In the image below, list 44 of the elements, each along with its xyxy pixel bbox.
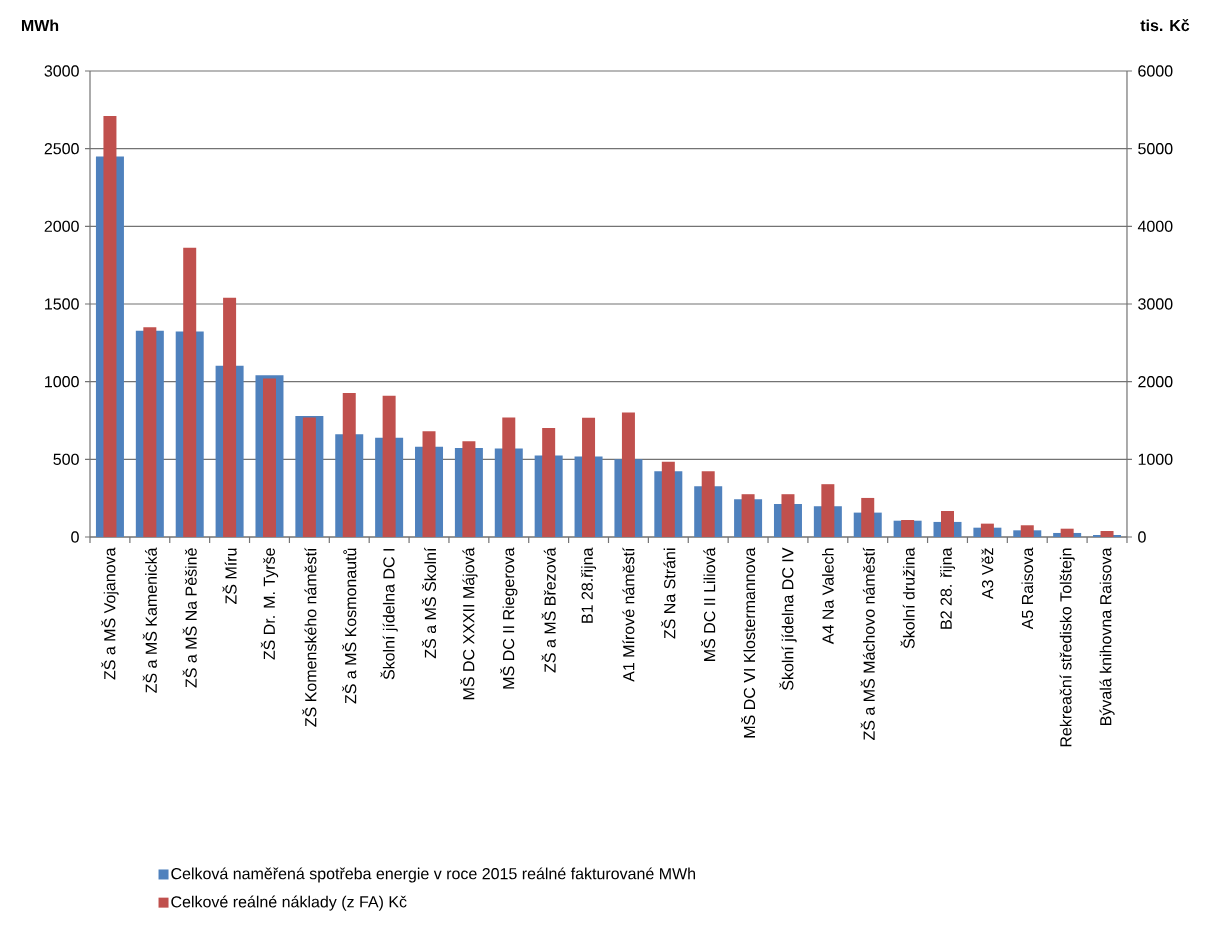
- x-tick-label: B2 28. řijna: [940, 547, 955, 629]
- y-tick-label: 1000: [45, 376, 79, 388]
- x-tick-label: ZŠ a MŠ Vojanova: [101, 547, 119, 680]
- y2-tick-label: 4000: [1137, 220, 1173, 232]
- x-tick-label: ZŠ a MŠ Kamenická: [142, 547, 157, 693]
- x-tick-label: Školní jídelna DC I: [380, 549, 398, 680]
- legend-label: Celkové reálné náklady (z FA) Kč: [171, 895, 407, 911]
- x-tick-label: ZŠ a MŠ Máchovo náměstí: [860, 547, 875, 740]
- y2-tick-label: 6000: [1138, 65, 1173, 77]
- x-tick-label: ZŠ Dr. M. Tyrše: [260, 548, 279, 660]
- x-tick-label: MŠ DC VI Klostermannova: [741, 547, 756, 738]
- x-tick-label: A3 Věž: [981, 548, 994, 600]
- x-tick-label: Bývalá knihovna Raisova: [1099, 547, 1115, 725]
- legend-label: Celková naměřená spotřeba energie v roce 2015 reálné fakturované MWh: [171, 867, 696, 883]
- x-tick-label: ZŠ a MŠ Březová: [541, 547, 556, 673]
- y-tick-label: 500: [53, 453, 79, 465]
- x-tick-label: B1 28.řijna: [581, 547, 597, 623]
- x-tick-label: MŠ DC XXXII Májová: [460, 547, 478, 700]
- x-tick-label: ZŠ a MŠ Školní: [421, 547, 437, 659]
- y-tick-label: 1500: [45, 298, 79, 310]
- y2-tick-label: 3000: [1138, 298, 1173, 310]
- x-tick-label: ZŠ a MŠ Kosmonautů: [342, 548, 357, 704]
- y-tick-label: 2000: [44, 220, 79, 232]
- x-tick-label: ZŠ Na Stráni: [661, 548, 676, 639]
- y-tick-label: 2500: [44, 143, 79, 155]
- y2-tick-label: 1000: [1138, 453, 1173, 465]
- x-tick-label: ZŠ a MŠ Na Pěšině: [182, 548, 197, 688]
- y-axis-title: MWh: [21, 19, 59, 31]
- x-tick-label: MŠ DC II Riegerova: [500, 547, 518, 689]
- x-tick-label: A1 Mírové náměstí: [622, 547, 635, 682]
- y-tick-label: 0: [71, 531, 79, 543]
- x-tick-label: ZŠ Míru: [222, 548, 237, 604]
- x-tick-label: Školní družina: [900, 547, 915, 649]
- x-tick-label: Rekreační středisko Tolštejn: [1059, 548, 1075, 747]
- y2-tick-label: 2000: [1138, 376, 1173, 388]
- x-tick-label: A5 Raisova: [1021, 547, 1034, 630]
- y-tick-label: 3000: [44, 65, 79, 77]
- x-tick-label: Školní jídelna DC IV: [779, 547, 797, 690]
- y2-axis-title: tis. Kč: [1140, 19, 1190, 32]
- x-tick-label: A4 Na Valech: [821, 548, 834, 645]
- x-tick-label: ZŠ Komenského náměstí: [302, 547, 317, 727]
- x-tick-label: MŠ DC II Liliová: [701, 547, 716, 661]
- y2-tick-label: 0: [1138, 531, 1146, 543]
- y2-tick-label: 5000: [1138, 143, 1173, 155]
